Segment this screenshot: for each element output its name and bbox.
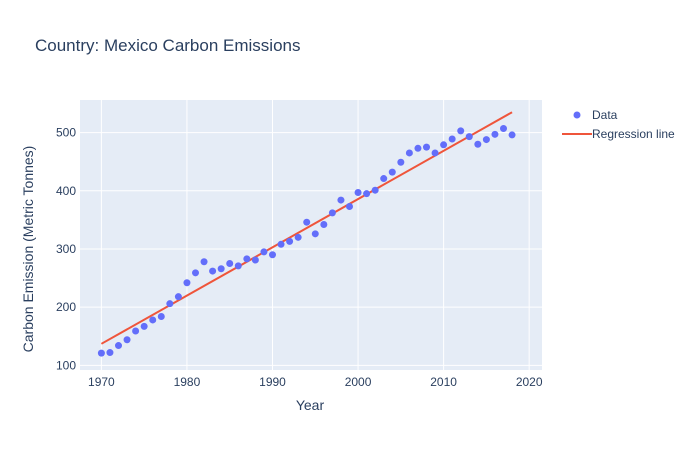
- data-point: [380, 175, 388, 183]
- x-tick-label: 2010: [430, 375, 457, 389]
- x-tick-label: 1990: [259, 375, 286, 389]
- data-point: [183, 279, 191, 287]
- data-point: [200, 258, 208, 266]
- data-point: [234, 262, 242, 270]
- data-point: [311, 230, 319, 238]
- plot-area: [80, 100, 542, 370]
- legend[interactable]: Data Regression line: [562, 108, 675, 141]
- data-point: [286, 237, 294, 245]
- data-point: [174, 293, 182, 301]
- data-point: [397, 158, 405, 166]
- x-tick-label: 2020: [516, 375, 543, 389]
- data-point: [106, 349, 114, 357]
- legend-item-regression[interactable]: Regression line: [562, 127, 675, 141]
- data-point: [149, 316, 157, 324]
- x-tick-label: 1980: [174, 375, 201, 389]
- data-point: [209, 267, 217, 275]
- data-point: [363, 190, 371, 198]
- data-point: [294, 233, 302, 241]
- legend-marker-icon: [573, 111, 581, 119]
- y-axis-title: Carbon Emission (Metric Tonnes): [20, 146, 36, 353]
- data-point: [388, 168, 396, 176]
- data-point: [508, 131, 516, 139]
- data-point: [405, 149, 413, 157]
- data-point: [371, 186, 379, 194]
- x-axis-title: Year: [296, 397, 325, 413]
- y-tick-label: 400: [56, 184, 76, 198]
- data-point: [423, 143, 430, 151]
- data-point: [115, 342, 122, 350]
- data-point: [132, 327, 140, 335]
- legend-item-data[interactable]: Data: [573, 108, 618, 122]
- x-tick-label: 2000: [345, 375, 372, 389]
- data-point: [166, 300, 174, 308]
- data-point: [337, 196, 345, 204]
- data-point: [269, 251, 276, 259]
- y-tick-label: 300: [56, 242, 76, 256]
- x-tick-label: 1970: [88, 375, 115, 389]
- data-point: [474, 140, 482, 148]
- y-tick-label: 100: [56, 358, 76, 372]
- data-point: [97, 349, 105, 357]
- chart-title: Country: Mexico Carbon Emissions: [35, 36, 300, 55]
- axes: 1970 1980 1990 2000 2010 2020 100 200 300 400 500: [56, 126, 543, 389]
- data-point: [260, 248, 268, 256]
- data-point: [457, 127, 465, 135]
- data-point: [465, 133, 473, 141]
- data-point: [243, 255, 251, 263]
- data-point: [303, 218, 311, 226]
- y-tick-label: 500: [56, 126, 76, 140]
- data-point: [320, 221, 328, 229]
- data-point: [482, 136, 490, 144]
- grid: [80, 100, 542, 370]
- legend-label: Data: [592, 108, 618, 122]
- legend-label: Regression line: [592, 127, 675, 141]
- data-point: [440, 141, 448, 149]
- data-point: [217, 265, 225, 273]
- data-point: [123, 336, 131, 344]
- data-point: [346, 202, 353, 210]
- data-point: [491, 130, 499, 138]
- data-point: [354, 189, 362, 197]
- series: [97, 111, 516, 357]
- data-point: [500, 125, 507, 133]
- y-tick-label: 200: [56, 300, 76, 314]
- data-point: [192, 269, 199, 277]
- data-point: [431, 149, 439, 157]
- data-point: [140, 322, 148, 330]
- data-point: [157, 312, 165, 320]
- data-point: [226, 260, 234, 268]
- data-point: [328, 209, 336, 217]
- data-point: [414, 144, 422, 152]
- data-point: [277, 240, 285, 248]
- data-point: [448, 135, 456, 143]
- data-point: [251, 256, 259, 264]
